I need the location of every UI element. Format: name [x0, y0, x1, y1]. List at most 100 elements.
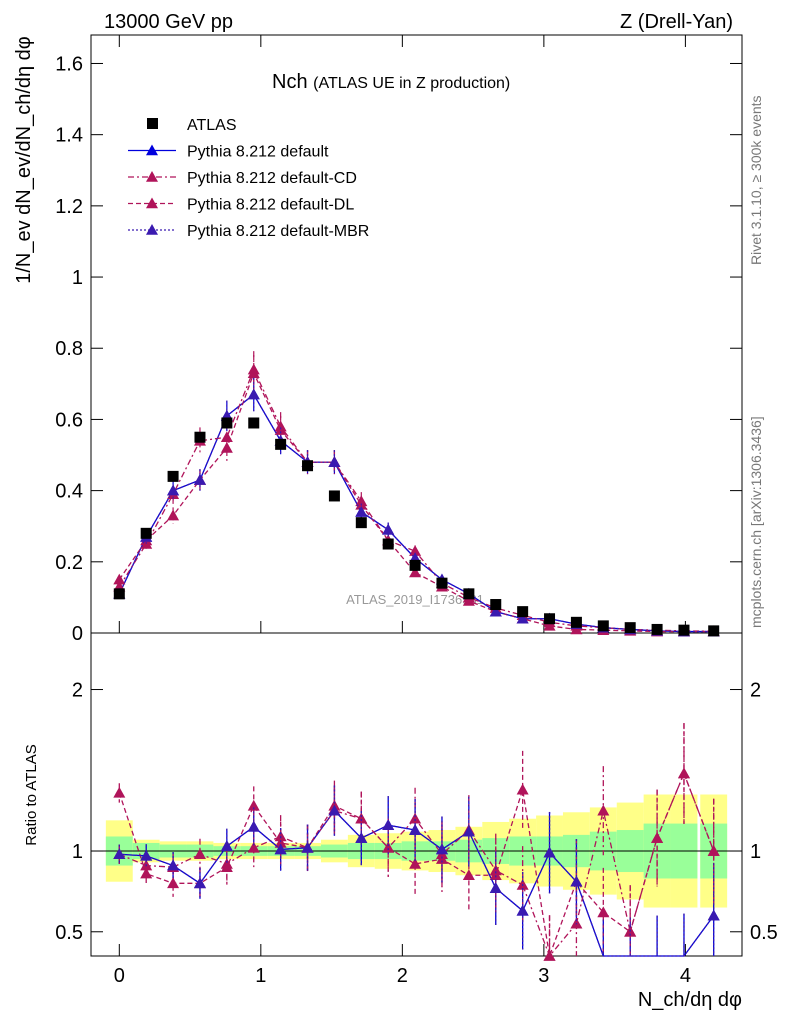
atlas-point: [328, 490, 340, 502]
ratio-point: [677, 767, 690, 779]
ratio-point: [543, 950, 556, 961]
main-y-ticks: 0 0.2 0.4 0.6 0.8 1 1.2 1.4 1.6: [55, 53, 742, 645]
ratio-y-tick-label-right: 2: [750, 680, 761, 702]
ratio-point: [462, 869, 475, 881]
ratio-point: [597, 804, 610, 816]
atlas-point: [140, 527, 152, 539]
header-right: Z (Drell-Yan): [620, 11, 733, 33]
ratio-point: [409, 857, 422, 869]
ratio-y-tick-label: 2: [72, 680, 83, 702]
ratio-point: [220, 861, 233, 872]
main-point: [113, 573, 126, 585]
main-point: [382, 523, 395, 535]
main-y-axis-label: 1/N_ev dN_ev/dN_ch/dη dφ: [13, 36, 35, 284]
main-point: [193, 473, 206, 485]
ratio-point: [382, 819, 395, 830]
atlas-point: [355, 517, 367, 529]
atlas-point: [221, 417, 233, 429]
ratio-point: [167, 877, 180, 889]
main-y-tick-label: 0.8: [55, 338, 83, 360]
ratio-point: [516, 783, 529, 795]
main-point: [167, 509, 180, 521]
ratio-series-line: [119, 809, 715, 957]
ratio-point: [193, 877, 206, 889]
header-left: 13000 GeV pp: [104, 11, 233, 33]
ratio-point: [707, 909, 720, 921]
ratio-y-tick-label: 1: [72, 841, 83, 863]
main-y-tick-label: 0.6: [55, 409, 83, 431]
legend-label: Pythia 8.212 default-CD: [187, 170, 357, 187]
main-point: [543, 619, 556, 631]
x-tick-label: 2: [397, 965, 408, 987]
watermark: ATLAS_2019_I1736531: [346, 592, 484, 607]
atlas-point: [708, 625, 720, 637]
ratio-point: [220, 840, 233, 851]
legend-marker: [146, 171, 158, 182]
main-point: [247, 388, 260, 400]
main-series-line: [118, 371, 714, 633]
ratio-point: [355, 832, 368, 843]
ratio-point: [409, 824, 422, 835]
x-tick-label: 0: [114, 965, 125, 987]
ratio-point: [489, 869, 502, 881]
main-series-line: [118, 367, 714, 632]
ratio-panel-frame: [90, 632, 743, 957]
main-y-tick-label: 1.2: [55, 196, 83, 218]
ratio-point: [274, 836, 287, 848]
atlas-point: [678, 624, 690, 636]
ratio-point: [489, 882, 502, 893]
ratio-y-tick-label: 0.5: [55, 922, 83, 944]
main-point: [409, 545, 422, 556]
ratio-point: [543, 846, 556, 858]
ratio-point: [113, 848, 126, 860]
ratio-point: [462, 825, 475, 837]
atlas-point: [302, 460, 314, 472]
atlas-point: [248, 417, 260, 429]
ratio-point: [355, 812, 368, 824]
legend-marker: [146, 144, 158, 156]
main-y-tick-label: 1.6: [55, 53, 83, 75]
atlas-point: [194, 431, 206, 443]
legend: ATLAS Pythia 8.212 default Pythia 8.212 de…: [128, 117, 369, 240]
atlas-point: [490, 599, 502, 611]
x-tick-label: 1: [255, 965, 266, 987]
main-point: [462, 594, 475, 606]
ratio-point: [382, 841, 395, 853]
ratio-y-tick-label-right: 1: [750, 841, 761, 863]
ratio-point: [193, 848, 206, 860]
atlas-point: [382, 538, 394, 550]
legend-marker-atlas: [147, 118, 158, 129]
atlas-point: [113, 588, 125, 600]
ratio-point: [140, 849, 153, 861]
legend-label: Pythia 8.212 default: [187, 144, 329, 161]
atlas-point: [275, 438, 287, 450]
ratio-point: [140, 867, 153, 879]
ratio-point: [516, 904, 529, 916]
main-point: [355, 505, 368, 517]
ratio-point: [435, 853, 448, 864]
atlas-point: [517, 606, 529, 618]
atlas-point: [436, 577, 448, 589]
atlas-point: [167, 470, 179, 482]
x-axis-label: N_ch/dη dφ: [638, 989, 742, 1011]
ratio-point: [651, 832, 664, 843]
mcplots-label: mcplots.cern.ch [arXiv:1306.3436]: [748, 416, 764, 628]
x-tick-label: 4: [680, 965, 691, 987]
ratio-point: [570, 875, 583, 887]
main-point: [516, 612, 529, 624]
main-point: [328, 456, 341, 467]
atlas-point: [624, 622, 636, 634]
main-series: [113, 351, 720, 637]
ratio-series: [113, 723, 720, 961]
ratio-point: [707, 845, 720, 856]
main-point: [220, 441, 233, 453]
ratio-point: [274, 830, 287, 842]
ratio-point: [435, 843, 448, 855]
main-y-tick-label: 0: [72, 623, 83, 645]
main-y-tick-label: 1.4: [55, 125, 83, 147]
atlas-point: [409, 559, 421, 571]
plot-title: Nch (ATLAS UE in Z production): [272, 71, 510, 93]
legend-label: ATLAS: [187, 117, 237, 134]
ratio-point: [167, 859, 180, 871]
ratio-point: [597, 906, 610, 918]
